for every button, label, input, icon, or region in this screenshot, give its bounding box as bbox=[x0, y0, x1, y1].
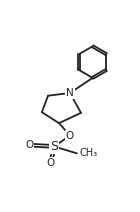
Text: N: N bbox=[66, 88, 74, 98]
Text: S: S bbox=[50, 140, 58, 153]
Text: O: O bbox=[25, 140, 34, 150]
Text: CH₃: CH₃ bbox=[80, 148, 98, 158]
Text: O: O bbox=[47, 158, 55, 168]
Text: O: O bbox=[66, 131, 74, 141]
